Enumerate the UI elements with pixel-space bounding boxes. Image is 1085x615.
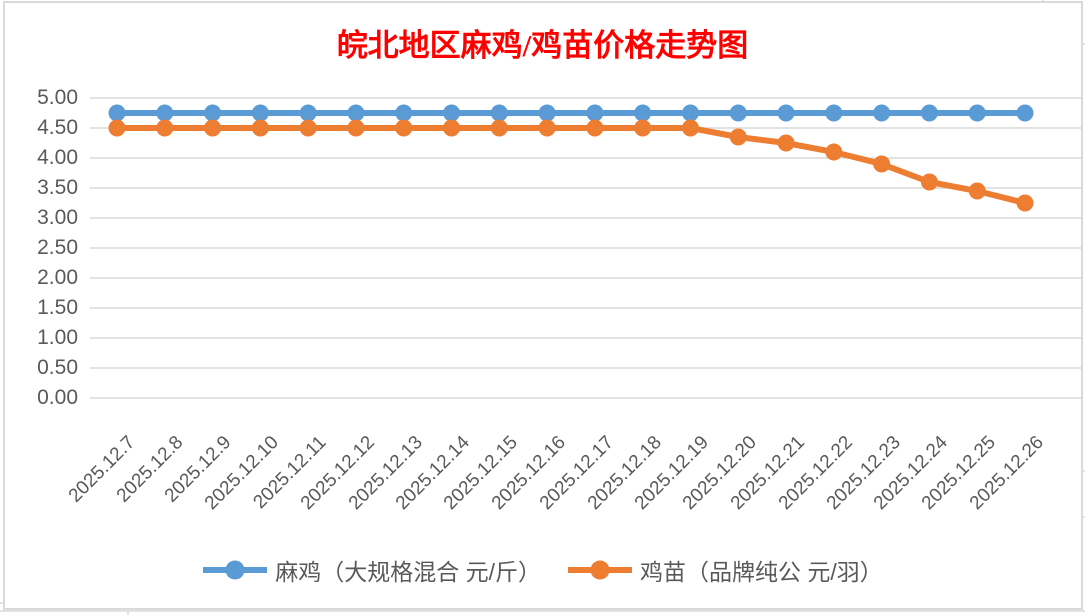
data-point bbox=[729, 128, 747, 146]
y-tick-label: 0.00 bbox=[37, 386, 78, 409]
data-point bbox=[251, 119, 269, 137]
data-point bbox=[443, 104, 461, 122]
data-point bbox=[108, 119, 126, 137]
data-point bbox=[538, 104, 556, 122]
data-point bbox=[156, 104, 174, 122]
data-point bbox=[825, 104, 843, 122]
data-point bbox=[204, 104, 222, 122]
y-tick-label: 3.50 bbox=[37, 176, 78, 199]
data-point bbox=[395, 104, 413, 122]
spreadsheet-gridline-stub bbox=[1082, 516, 1085, 518]
spreadsheet-gridline-stub bbox=[0, 610, 1085, 612]
data-point bbox=[873, 155, 891, 173]
data-point bbox=[681, 119, 699, 137]
legend-marker-icon bbox=[568, 560, 632, 580]
data-point bbox=[490, 119, 508, 137]
legend: 麻鸡（大规格混合 元/斤） 鸡苗（品牌纯公 元/羽） bbox=[0, 550, 1085, 590]
data-point bbox=[204, 119, 222, 137]
data-point bbox=[777, 134, 795, 152]
data-point bbox=[920, 104, 938, 122]
data-point bbox=[873, 104, 891, 122]
legend-label: 鸡苗（品牌纯公 元/羽） bbox=[640, 559, 883, 585]
data-point bbox=[347, 119, 365, 137]
data-point bbox=[538, 119, 556, 137]
chart-border bbox=[3, 1, 1083, 610]
data-point bbox=[443, 119, 461, 137]
y-tick-label: 5.00 bbox=[37, 86, 78, 109]
data-point bbox=[1016, 194, 1034, 212]
data-point bbox=[825, 143, 843, 161]
chart-title: 皖北地区麻鸡/鸡苗价格走势图 bbox=[336, 28, 749, 63]
y-tick-label: 4.00 bbox=[37, 146, 78, 169]
legend-marker-icon bbox=[203, 560, 268, 580]
legend-item: 鸡苗（品牌纯公 元/羽） bbox=[567, 553, 883, 587]
spreadsheet-gridline-stub bbox=[0, 602, 3, 604]
data-point bbox=[299, 104, 317, 122]
data-point bbox=[156, 119, 174, 137]
data-point bbox=[586, 104, 604, 122]
y-tick-label: 2.00 bbox=[37, 266, 78, 289]
y-tick-label: 2.50 bbox=[37, 236, 78, 259]
data-point bbox=[681, 104, 699, 122]
data-point bbox=[634, 119, 652, 137]
y-tick-label: 0.50 bbox=[37, 356, 78, 379]
legend-label: 麻鸡（大规格混合 元/斤） bbox=[275, 559, 541, 585]
data-point bbox=[968, 104, 986, 122]
legend-item: 麻鸡（大规格混合 元/斤） bbox=[202, 553, 541, 587]
spreadsheet-gridline-stub bbox=[1082, 43, 1085, 45]
data-point bbox=[395, 119, 413, 137]
y-tick-label: 1.50 bbox=[37, 296, 78, 319]
y-tick-label: 1.00 bbox=[37, 326, 78, 349]
data-point bbox=[968, 182, 986, 200]
data-point bbox=[299, 119, 317, 137]
spreadsheet-gridline-stub bbox=[1082, 470, 1085, 472]
data-point bbox=[634, 104, 652, 122]
data-point bbox=[1016, 104, 1034, 122]
spreadsheet-gridline-stub bbox=[127, 609, 129, 615]
data-point bbox=[920, 173, 938, 191]
data-point bbox=[777, 104, 795, 122]
data-point bbox=[490, 104, 508, 122]
data-point bbox=[108, 104, 126, 122]
data-point bbox=[251, 104, 269, 122]
data-point bbox=[347, 104, 365, 122]
data-point bbox=[729, 104, 747, 122]
data-point bbox=[586, 119, 604, 137]
y-tick-label: 3.00 bbox=[37, 206, 78, 229]
y-tick-label: 4.50 bbox=[37, 116, 78, 139]
